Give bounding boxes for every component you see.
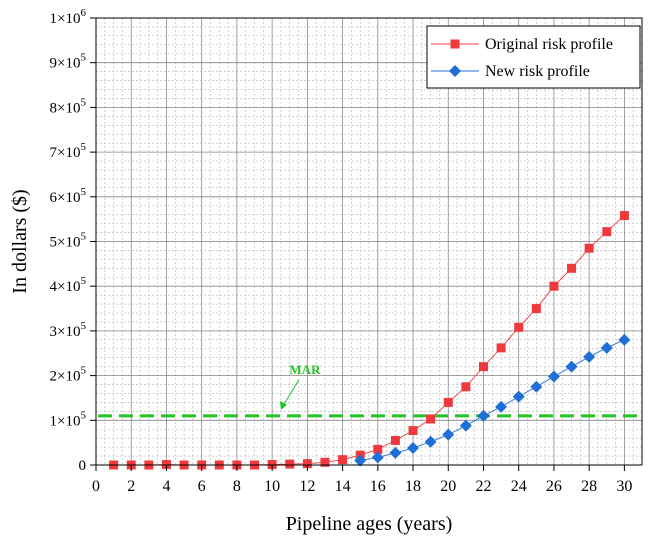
series [109, 211, 631, 470]
x-axis-title: Pipeline ages (years) [286, 513, 453, 535]
data-point [371, 451, 384, 464]
y-tick-label: 8×105 [50, 96, 87, 116]
x-tick-label: 30 [616, 478, 632, 495]
y-tick-label: 5×105 [50, 231, 87, 251]
x-tick-label: 0 [92, 478, 100, 495]
data-point [514, 322, 524, 332]
data-point [389, 446, 402, 459]
data-point [496, 343, 506, 353]
data-point [512, 390, 525, 403]
y-tick-label: 9×105 [50, 52, 87, 72]
x-tick-label: 24 [511, 478, 527, 495]
data-point [373, 444, 383, 454]
data-point [547, 370, 560, 383]
data-point [478, 362, 488, 372]
data-point [302, 459, 312, 469]
data-point [354, 454, 367, 467]
data-point [619, 211, 629, 221]
x-tick-label: 28 [581, 478, 597, 495]
data-point [320, 457, 330, 467]
x-tick-label: 8 [233, 478, 241, 495]
legend-swatch-marker [449, 65, 461, 77]
y-tick-label: 1×106 [50, 7, 87, 27]
data-point [390, 435, 400, 445]
data-point [424, 435, 437, 448]
data-point [549, 281, 559, 291]
data-point [459, 419, 472, 432]
major-gridlines [95, 17, 642, 466]
legend: Original risk profile New risk profile [426, 25, 641, 89]
data-point [530, 380, 543, 393]
y-tick-label: 7×105 [50, 141, 87, 161]
data-point [442, 428, 455, 441]
x-tick-label: 16 [370, 478, 386, 495]
data-point [443, 397, 453, 407]
mar-label: MAR [289, 362, 321, 377]
legend-swatch-marker [450, 39, 460, 49]
data-point [285, 459, 295, 469]
legend-box [426, 25, 641, 89]
x-tick-label: 6 [198, 478, 206, 495]
x-axis: 0 2 4 6 8 10 12 14 16 18 20 22 24 26 28 30 [92, 465, 632, 495]
y-axis-title: In dollars ($) [9, 189, 31, 293]
data-point [495, 400, 508, 413]
data-point [583, 350, 596, 363]
mar-arrow-shaft [282, 379, 300, 407]
mar-arrow-head [279, 400, 287, 410]
y-tick-label: 1×105 [50, 409, 87, 429]
data-point [338, 455, 348, 465]
data-point [584, 243, 594, 253]
data-point [602, 227, 612, 237]
y-tick-label: 0 [79, 458, 87, 474]
series-new-risk-profile [354, 333, 631, 467]
data-point [407, 442, 420, 455]
x-tick-label: 22 [475, 478, 491, 495]
data-point [531, 304, 541, 314]
data-point [565, 360, 578, 373]
x-tick-label: 2 [127, 478, 135, 495]
y-tick-label: 4×105 [50, 275, 87, 295]
x-tick-label: 4 [162, 478, 170, 495]
x-tick-label: 20 [440, 478, 456, 495]
x-tick-label: 14 [335, 478, 351, 495]
series-line [360, 339, 625, 461]
data-point [408, 426, 418, 436]
y-axis: 0 1×105 2×105 3×105 4×105 5×105 6×105 7×105 8×10… [50, 7, 96, 474]
x-tick-label: 10 [264, 478, 280, 495]
data-point [426, 414, 436, 424]
data-point [567, 263, 577, 273]
y-tick-label: 2×105 [50, 365, 87, 385]
data-point [600, 341, 613, 354]
y-tick-label: 6×105 [50, 186, 87, 206]
y-tick-label: 3×105 [50, 320, 87, 340]
x-tick-label: 18 [405, 478, 421, 495]
data-point [618, 333, 631, 346]
x-tick-label: 12 [299, 478, 315, 495]
mar-reference: MAR [98, 362, 640, 418]
legend-item: New risk profile [431, 63, 590, 80]
data-point [477, 409, 490, 422]
x-tick-label: 26 [546, 478, 562, 495]
data-point [461, 382, 471, 392]
legend-label: Original risk profile [485, 36, 613, 53]
legend-label: New risk profile [485, 63, 590, 80]
legend-item: Original risk profile [431, 36, 613, 53]
